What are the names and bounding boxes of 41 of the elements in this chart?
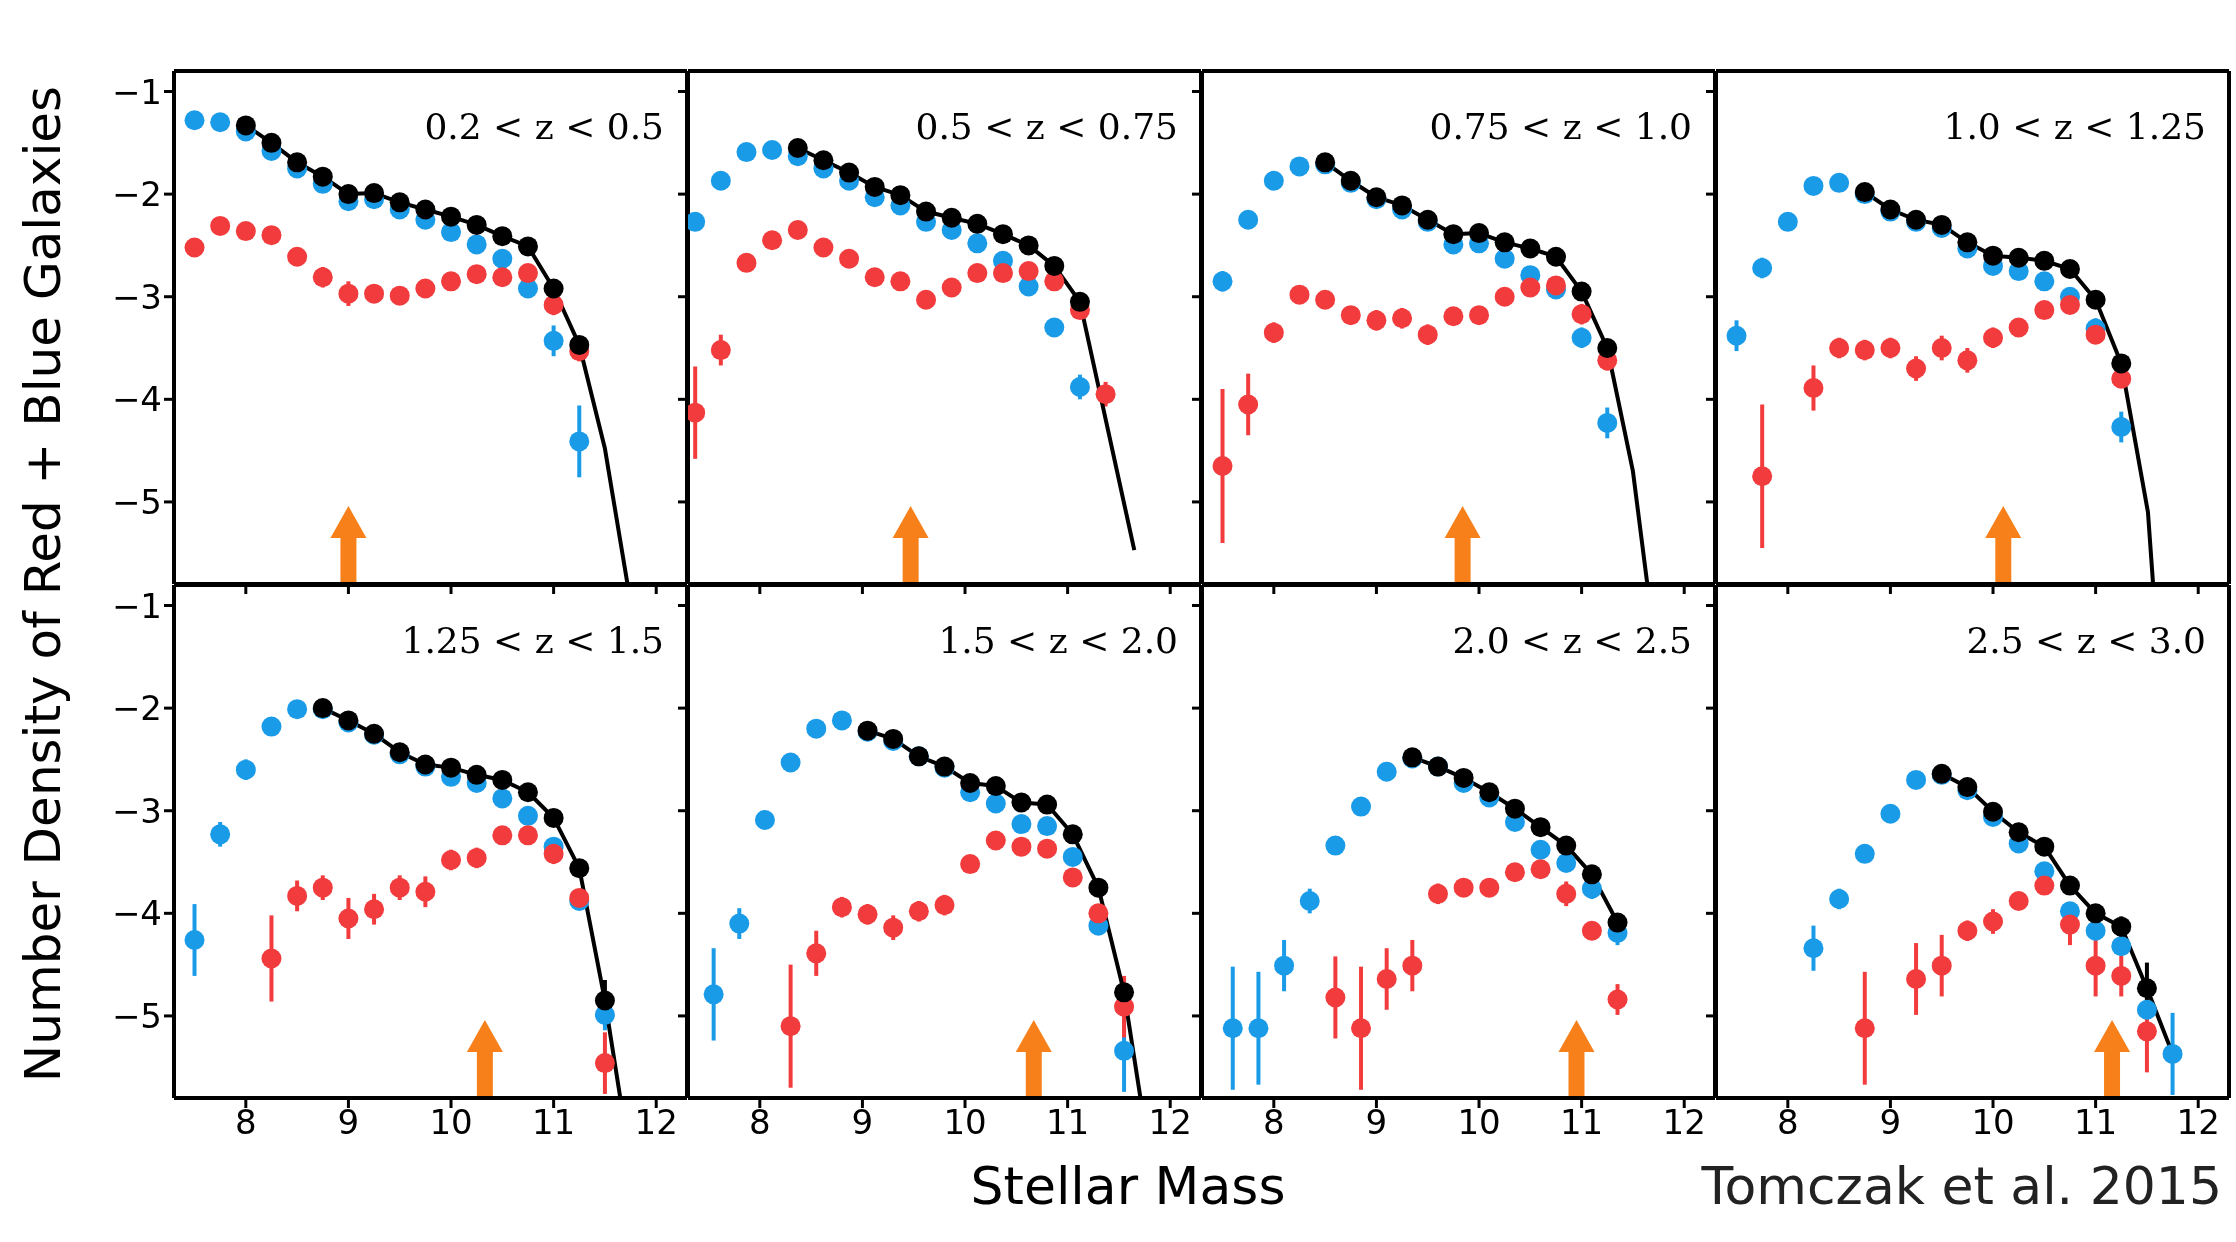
x-tick-label: 9 <box>1365 1102 1388 1143</box>
y-tick-label: −1 <box>111 585 162 626</box>
y-tick-label: −1 <box>111 71 162 112</box>
y-tick-label: −3 <box>111 790 162 831</box>
x-tick-label: 8 <box>1263 1102 1285 1143</box>
x-tick-label: 10 <box>1457 1102 1501 1143</box>
text: 0.2 < z < 0.5 <box>424 106 664 147</box>
y-tick-label: −2 <box>111 174 162 215</box>
x-tick-label: 11 <box>1559 1102 1604 1143</box>
text: 1.25 < z < 1.5 <box>401 620 664 661</box>
x-tick-label: 10 <box>429 1102 473 1143</box>
x-tick-label: 10 <box>1971 1102 2015 1143</box>
text: 1.0 < z < 1.25 <box>1943 106 2206 147</box>
text: 2.5 < z < 3.0 <box>1966 620 2206 661</box>
x-tick-label: 8 <box>749 1102 771 1143</box>
x-tick-label: 12 <box>1662 1102 1706 1143</box>
x-tick-label: 10 <box>943 1102 987 1143</box>
x-axis-title: Stellar Mass <box>970 1156 1286 1216</box>
text: 2.0 < z < 2.5 <box>1452 620 1692 661</box>
x-tick-label: 8 <box>235 1102 257 1143</box>
x-tick-label: 9 <box>337 1102 360 1143</box>
x-tick-label: 12 <box>634 1102 678 1143</box>
text: Tomczak et al. 2015 <box>1701 1156 2222 1216</box>
y-tick-label: −4 <box>111 893 162 934</box>
text: 0.75 < z < 1.0 <box>1429 106 1692 147</box>
x-tick-label: 9 <box>1879 1102 1902 1143</box>
text: 1.5 < z < 2.0 <box>938 620 1178 661</box>
y-tick-label: −5 <box>111 995 162 1036</box>
x-tick-label: 9 <box>851 1102 874 1143</box>
x-tick-label: 8 <box>1777 1102 1799 1143</box>
y-tick-label: −5 <box>111 481 162 522</box>
x-tick-label: 11 <box>2073 1102 2118 1143</box>
y-tick-label: −4 <box>111 379 162 420</box>
x-tick-label: 11 <box>1045 1102 1090 1143</box>
x-tick-label: 12 <box>1148 1102 1192 1143</box>
y-tick-label: −3 <box>111 276 162 317</box>
y-tick-label: −2 <box>111 688 162 729</box>
x-tick-label: 11 <box>531 1102 576 1143</box>
x-tick-label: 12 <box>2176 1102 2220 1143</box>
text: 0.5 < z < 0.75 <box>915 106 1178 147</box>
y-axis-title: Number Density of Red + Blue Galaxies <box>14 85 72 1083</box>
